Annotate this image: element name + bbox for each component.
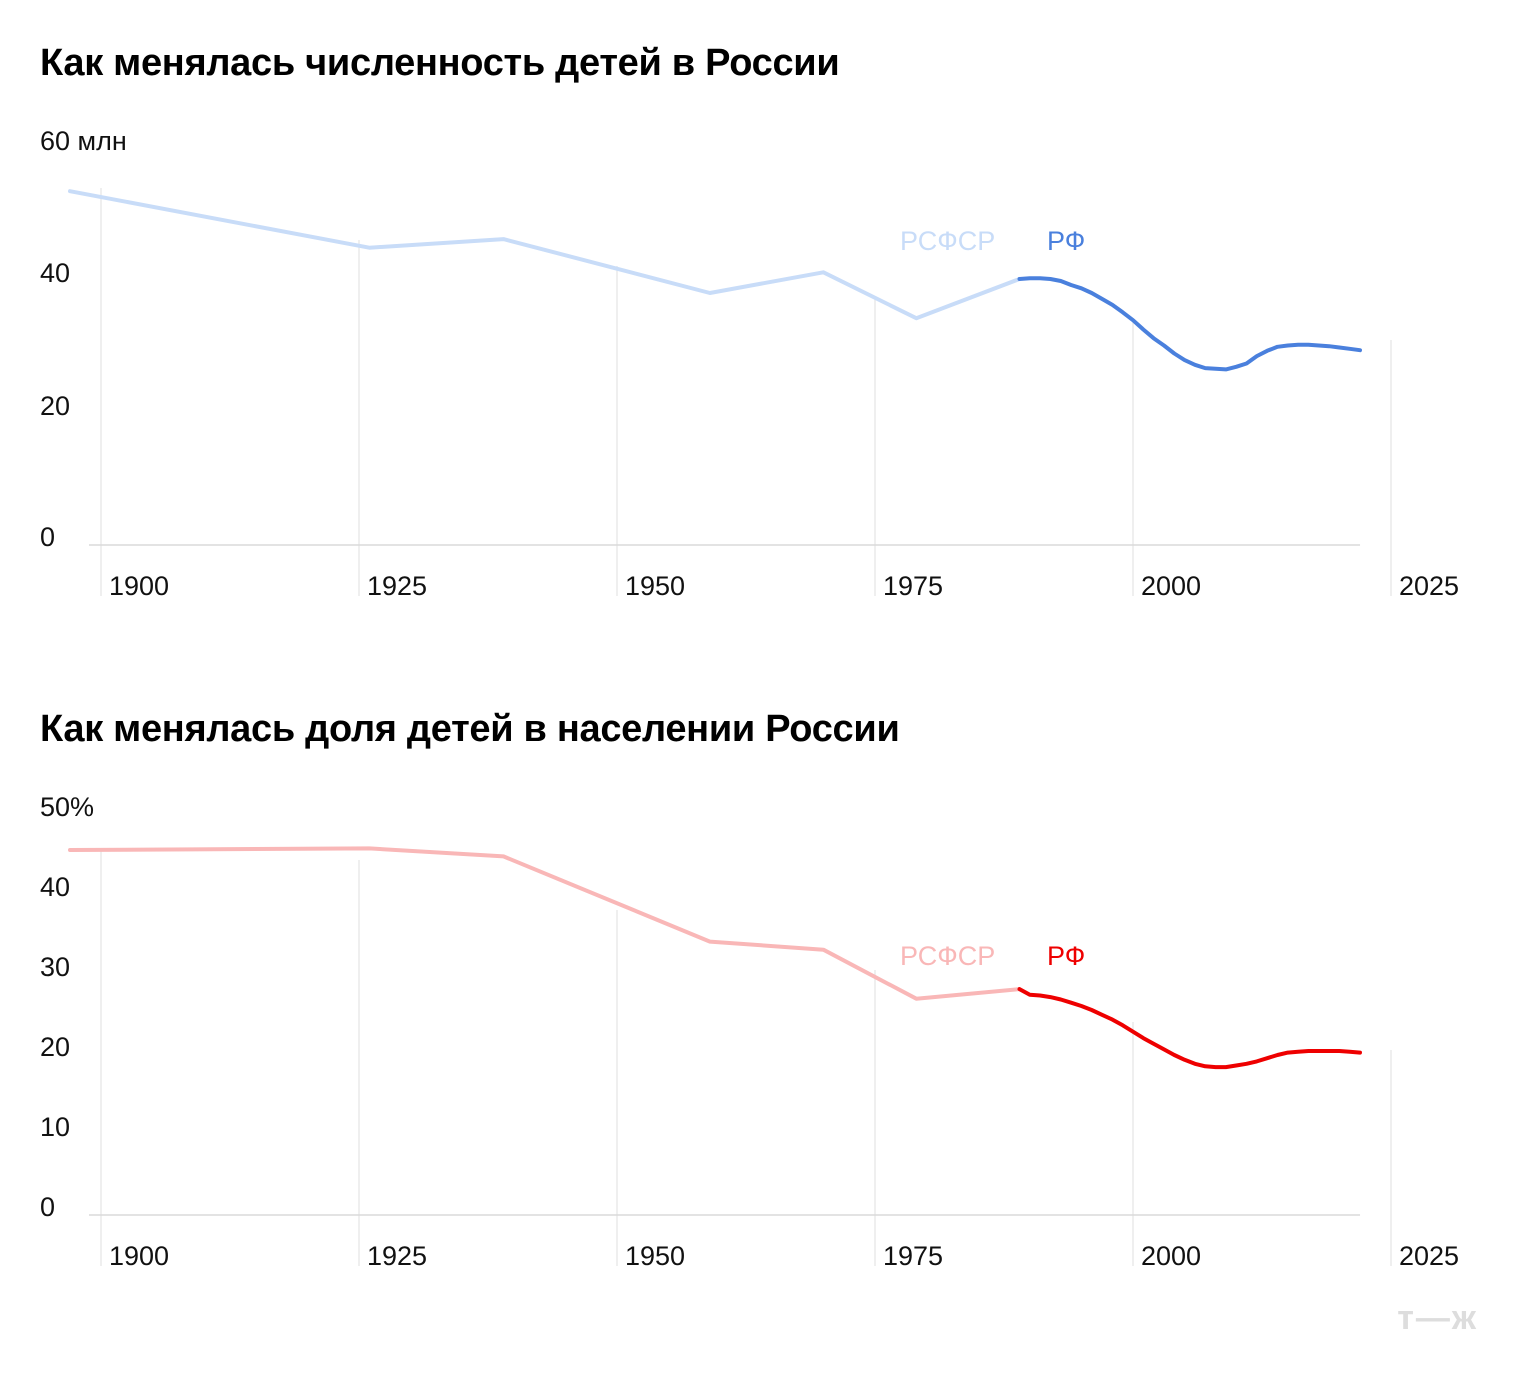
series-label-rf: РФ (1047, 941, 1085, 971)
y-tick-label: 10 (40, 1112, 70, 1142)
y-tick-label: 30 (40, 952, 70, 982)
y-tick-label: 40 (40, 258, 70, 288)
chart-title-children-count: Как менялась численность детей в России (40, 42, 840, 84)
series-line-rsfsr (68, 846, 1022, 1001)
children-count-chart: 60 млн 40 20 0 1900 1925 1950 1975 2000 2025 РСФСР… (40, 126, 1459, 601)
series-line-rsfsr (68, 189, 1022, 321)
x-tick-label: 1900 (109, 1241, 169, 1271)
x-tick-label: 2000 (1141, 571, 1201, 601)
x-tick-label: 2000 (1141, 1241, 1201, 1271)
chart-title-children-share: Как менялась доля детей в населении Росс… (40, 708, 900, 750)
series-label-rsfsr: РСФСР (900, 226, 995, 256)
y-tick-label: 20 (40, 391, 70, 421)
series-label-rf: РФ (1047, 226, 1085, 256)
x-tick-label: 1900 (109, 571, 169, 601)
series-label-rsfsr: РСФСР (900, 941, 995, 971)
x-tick-label: 1950 (625, 571, 685, 601)
x-tick-label: 1975 (883, 571, 943, 601)
y-tick-label: 60 млн (40, 126, 127, 156)
tzh-logo: т—ж (1397, 1299, 1478, 1337)
x-tick-label: 2025 (1399, 1241, 1459, 1271)
y-tick-label: 20 (40, 1032, 70, 1062)
x-tick-label: 1925 (367, 571, 427, 601)
x-tick-label: 2025 (1399, 571, 1459, 601)
x-tick-label: 1975 (883, 1241, 943, 1271)
x-tick-label: 1950 (625, 1241, 685, 1271)
series-line-rf (1017, 276, 1362, 372)
y-tick-label: 0 (40, 1192, 55, 1222)
y-tick-label: 50% (40, 792, 94, 822)
x-tick-label: 1925 (367, 1241, 427, 1271)
y-tick-label: 0 (40, 522, 55, 552)
series-line-rf (1017, 987, 1362, 1070)
y-tick-label: 40 (40, 872, 70, 902)
